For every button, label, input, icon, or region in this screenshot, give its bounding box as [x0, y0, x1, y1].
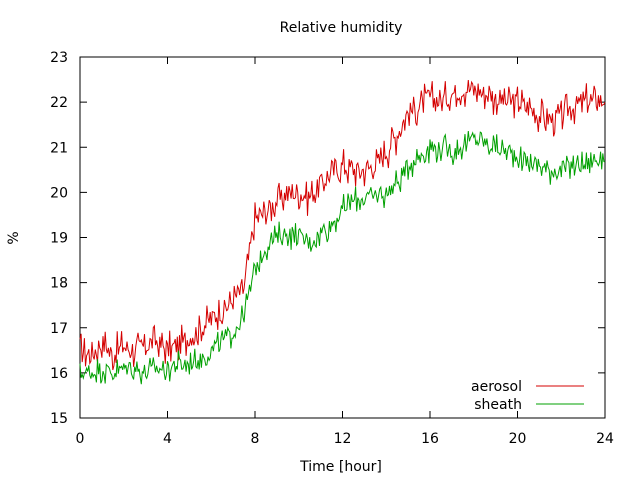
legend: aerosol sheath [471, 379, 584, 413]
data-series [79, 79, 606, 385]
series-line-sheath [79, 130, 606, 385]
x-tick-label: 12 [334, 431, 352, 447]
x-axis-label: Time [hour] [299, 459, 382, 475]
chart-title: Relative humidity [280, 20, 403, 36]
legend-label-aerosol: aerosol [471, 379, 522, 395]
y-tick-label: 21 [50, 140, 68, 156]
y-tick-label: 19 [50, 231, 68, 247]
x-tick-label: 8 [251, 431, 260, 447]
x-tick-label: 16 [421, 431, 439, 447]
x-tick-label: 24 [596, 431, 614, 447]
legend-label-sheath: sheath [474, 397, 522, 413]
y-axis-label: % [6, 231, 22, 244]
axis-ticks: 0 4 8 12 16 20 24 15 16 17 18 19 20 21 22 23 [50, 50, 614, 447]
y-tick-label: 20 [50, 185, 68, 201]
x-tick-label: 4 [163, 431, 172, 447]
y-tick-label: 22 [50, 95, 68, 111]
y-tick-label: 16 [50, 366, 68, 382]
x-tick-label: 0 [76, 431, 85, 447]
y-tick-label: 23 [50, 50, 68, 66]
y-tick-label: 18 [50, 276, 68, 292]
x-tick-label: 20 [509, 431, 527, 447]
y-tick-label: 15 [50, 411, 68, 427]
y-tick-label: 17 [50, 321, 68, 337]
series-line-aerosol [79, 79, 606, 371]
